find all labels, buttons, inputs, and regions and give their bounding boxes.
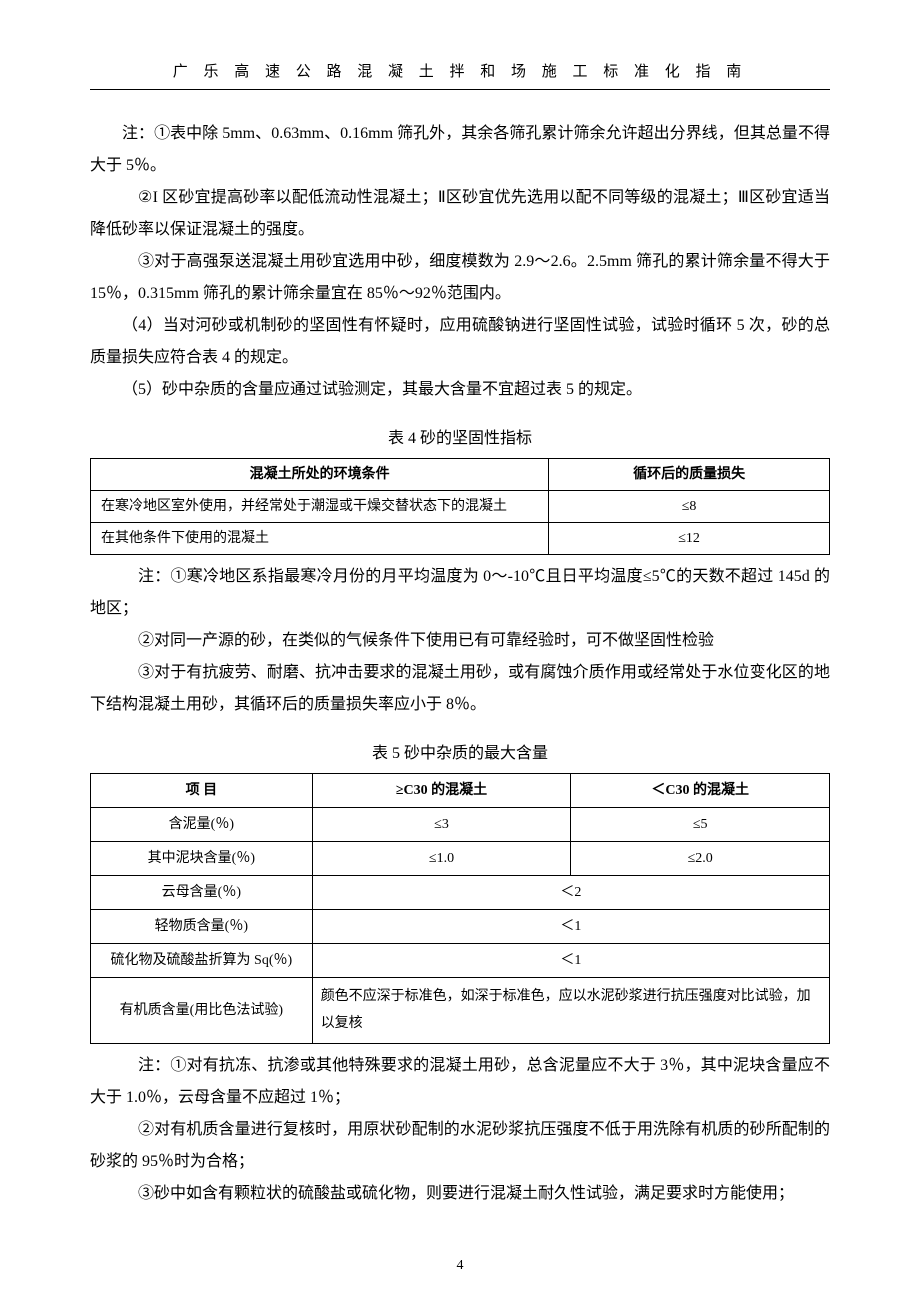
table5-cell: ≤5 — [571, 808, 830, 842]
item-4: （4）当对河砂或机制砂的坚固性有怀疑时，应用硫酸钠进行坚固性试验，试验时循环 5… — [90, 310, 830, 374]
table5-cell: ≤2.0 — [571, 842, 830, 876]
table4-note-3: ③对于有抗疲劳、耐磨、抗冲击要求的混凝土用砂，或有腐蚀介质作用或经常处于水位变化… — [90, 657, 830, 721]
table-5: 项 目 ≥C30 的混凝土 ＜C30 的混凝土 含泥量(％) ≤3 ≤5 其中泥… — [90, 773, 830, 1044]
table4-header-1: 混凝土所处的环境条件 — [91, 459, 549, 491]
table-4: 混凝土所处的环境条件 循环后的质量损失 在寒冷地区室外使用，并经常处于潮湿或干燥… — [90, 458, 830, 555]
table-row: 轻物质含量(％) ＜1 — [91, 910, 830, 944]
table5-cell: 含泥量(％) — [91, 808, 313, 842]
table4-cell: 在其他条件下使用的混凝土 — [91, 523, 549, 555]
table5-cell: ≤1.0 — [312, 842, 571, 876]
table5-cell: 其中泥块含量(％) — [91, 842, 313, 876]
table5-cell: ＜1 — [312, 944, 829, 978]
table5-note-3: ③砂中如含有颗粒状的硫酸盐或硫化物，则要进行混凝土耐久性试验，满足要求时方能使用… — [90, 1178, 830, 1210]
table4-header-2: 循环后的质量损失 — [549, 459, 830, 491]
note-2: ②I 区砂宜提高砂率以配低流动性混凝土；Ⅱ区砂宜优先选用以配不同等级的混凝土；Ⅲ… — [90, 182, 830, 246]
table-row: 在寒冷地区室外使用，并经常处于潮湿或干燥交替状态下的混凝土 ≤8 — [91, 491, 830, 523]
table4-note-1: 注：①寒冷地区系指最寒冷月份的月平均温度为 0～-10℃且日平均温度≤5℃的天数… — [90, 561, 830, 625]
table5-cell: ＜2 — [312, 876, 829, 910]
table5-cell: 有机质含量(用比色法试验) — [91, 978, 313, 1044]
table-row: 混凝土所处的环境条件 循环后的质量损失 — [91, 459, 830, 491]
table4-cell: 在寒冷地区室外使用，并经常处于潮湿或干燥交替状态下的混凝土 — [91, 491, 549, 523]
table-row: 硫化物及硫酸盐折算为 Sq(％) ＜1 — [91, 944, 830, 978]
table-row: 其中泥块含量(％) ≤1.0 ≤2.0 — [91, 842, 830, 876]
table4-note-2: ②对同一产源的砂，在类似的气候条件下使用已有可靠经验时，可不做坚固性检验 — [90, 625, 830, 657]
table-row: 在其他条件下使用的混凝土 ≤12 — [91, 523, 830, 555]
table5-caption: 表 5 砂中杂质的最大含量 — [90, 739, 830, 763]
table5-note-2: ②对有机质含量进行复核时，用原状砂配制的水泥砂浆抗压强度不低于用洗除有机质的砂所… — [90, 1114, 830, 1178]
page-number: 4 — [0, 1258, 920, 1274]
table5-cell: 轻物质含量(％) — [91, 910, 313, 944]
table5-note-1: 注：①对有抗冻、抗渗或其他特殊要求的混凝土用砂，总含泥量应不大于 3％，其中泥块… — [90, 1050, 830, 1114]
table4-cell: ≤12 — [549, 523, 830, 555]
table5-cell: 颜色不应深于标准色，如深于标准色，应以水泥砂浆进行抗压强度对比试验，加以复核 — [312, 978, 829, 1044]
table-row: 含泥量(％) ≤3 ≤5 — [91, 808, 830, 842]
table4-cell: ≤8 — [549, 491, 830, 523]
item-5: （5）砂中杂质的含量应通过试验测定，其最大含量不宜超过表 5 的规定。 — [90, 374, 830, 406]
table5-header-1: 项 目 — [91, 774, 313, 808]
table-row: 项 目 ≥C30 的混凝土 ＜C30 的混凝土 — [91, 774, 830, 808]
table5-header-3: ＜C30 的混凝土 — [571, 774, 830, 808]
note-3: ③对于高强泵送混凝土用砂宜选用中砂，细度模数为 2.9～2.6。2.5mm 筛孔… — [90, 246, 830, 310]
table-row: 有机质含量(用比色法试验) 颜色不应深于标准色，如深于标准色，应以水泥砂浆进行抗… — [91, 978, 830, 1044]
table5-cell: 云母含量(％) — [91, 876, 313, 910]
table-row: 云母含量(％) ＜2 — [91, 876, 830, 910]
page-header: 广 乐 高 速 公 路 混 凝 土 拌 和 场 施 工 标 准 化 指 南 — [90, 60, 830, 90]
table5-cell: ＜1 — [312, 910, 829, 944]
note-1: 注：①表中除 5mm、0.63mm、0.16mm 筛孔外，其余各筛孔累计筛余允许… — [90, 118, 830, 182]
table5-cell: ≤3 — [312, 808, 571, 842]
table4-caption: 表 4 砂的坚固性指标 — [90, 424, 830, 448]
table5-header-2: ≥C30 的混凝土 — [312, 774, 571, 808]
table5-cell: 硫化物及硫酸盐折算为 Sq(％) — [91, 944, 313, 978]
